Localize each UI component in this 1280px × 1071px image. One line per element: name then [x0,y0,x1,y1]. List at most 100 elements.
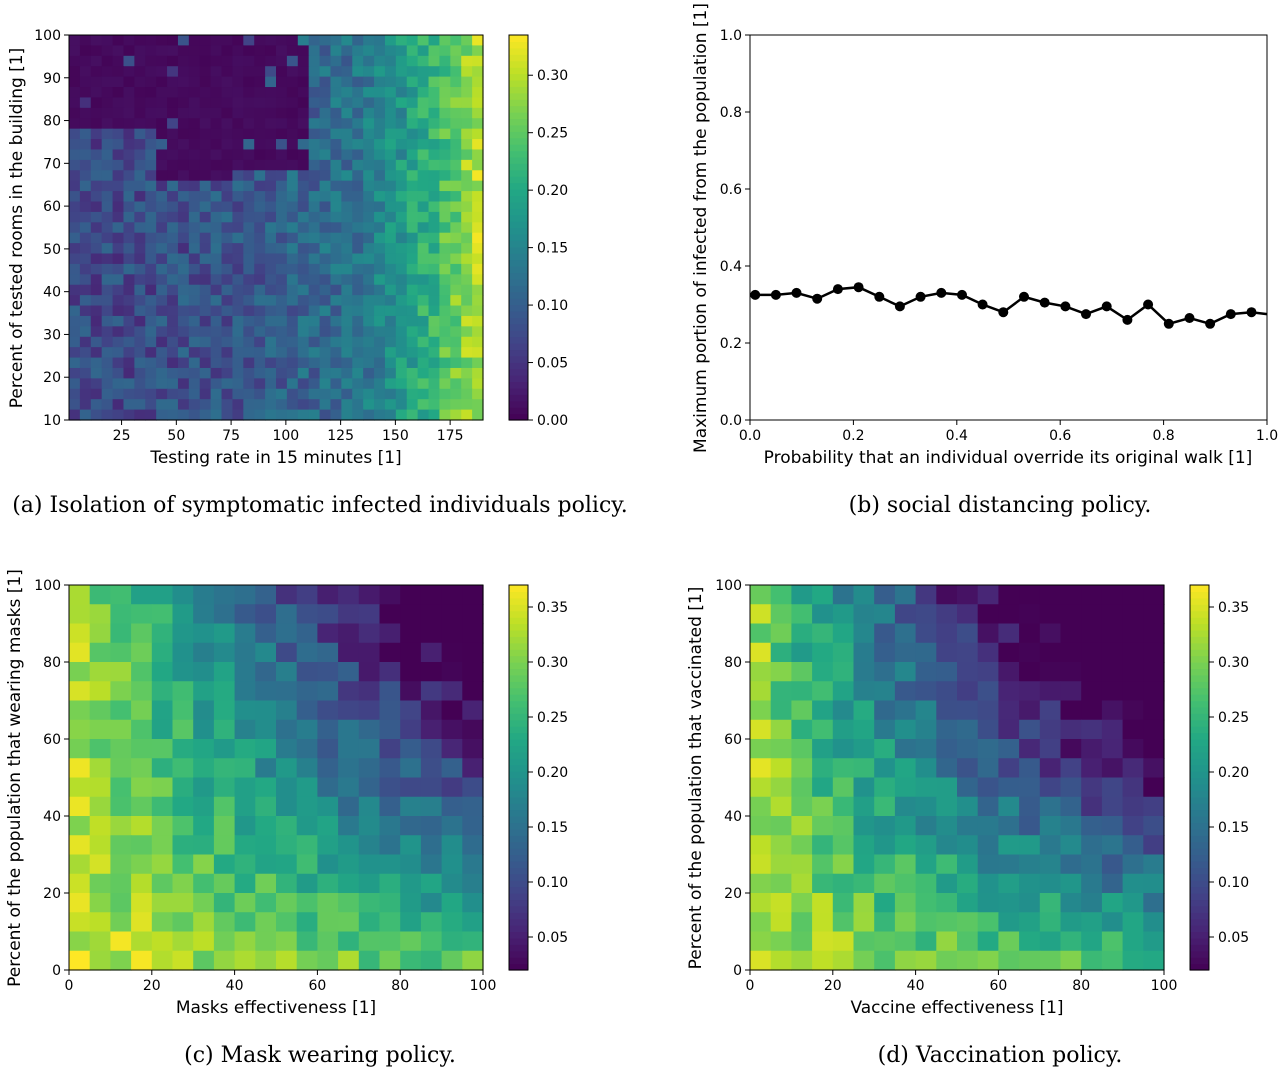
heatmap-cell [265,274,277,286]
heatmap-cell [472,326,484,338]
heatmap-cell [462,700,484,721]
heatmap-cell [770,662,792,682]
heatmap-cell [193,893,215,913]
heatmap-cell [750,681,772,702]
heatmap-cell [406,399,419,411]
heatmap-cell [234,662,256,682]
heatmap-cell [472,159,484,171]
heatmap-cell [750,758,772,779]
heatmap-cell [199,409,212,421]
heatmap-cell [1081,835,1103,856]
heatmap-cell [461,305,473,317]
heatmap-cell [358,893,381,913]
heatmap-cell [1122,604,1144,625]
heatmap-cell [90,170,103,182]
heatmap-cell [750,739,772,759]
heatmap-cell [363,35,375,47]
x-tick-label: 0 [65,978,74,994]
heatmap-cell [101,367,114,379]
heatmap-cell [276,796,298,817]
heatmap-cell [1101,893,1124,913]
heatmap-cell [232,170,244,182]
heatmap-cell [254,45,266,57]
heatmap-cell [936,662,958,682]
heatmap-cell [286,347,299,359]
heatmap-cell [123,336,135,348]
heatmap-cell [352,97,364,109]
heatmap-cell [472,243,484,255]
heatmap-cell [89,835,111,856]
heatmap-cell [319,315,332,327]
heatmap-cell [374,367,386,379]
heatmap-cell [395,201,408,213]
heatmap-cell [210,305,223,317]
heatmap-cell [193,585,215,605]
heatmap-cell [276,873,298,894]
heatmap-cell [254,118,266,130]
heatmap-cell [210,284,223,296]
data-point [750,289,761,300]
heatmap-cell [374,284,386,296]
heatmap-cell [812,623,834,644]
heatmap-cell [363,326,375,338]
data-point [1122,314,1133,325]
heatmap-cell [188,274,201,286]
heatmap-cell [210,243,223,255]
heatmap-cell [254,222,266,234]
heatmap-cell [199,97,212,109]
heatmap-cell [853,950,875,971]
heatmap-cell [998,700,1020,721]
heatmap-cell [461,128,473,140]
heatmap-cell [167,97,179,109]
heatmap-cell [406,128,419,140]
heatmap-cell [89,662,111,682]
heatmap-cell [254,35,266,47]
heatmap-cell [1060,662,1082,682]
colorbar-segment [1190,681,1209,689]
heatmap-cell [461,284,473,296]
colorbar-segment [509,137,528,145]
heatmap-cell [101,347,114,359]
heatmap-cell [450,149,462,161]
heatmap-cell [193,623,215,644]
heatmap-cell [276,45,288,57]
colorbar-segment [509,764,528,772]
heatmap-cell [1081,719,1103,740]
heatmap-cell [90,211,103,223]
colorbar-segment [509,278,528,286]
heatmap-cell [450,326,462,338]
heatmap-cell [441,873,463,894]
heatmap-cell [308,180,321,192]
heatmap-cell [1039,700,1062,721]
colorbar-segment [509,156,528,164]
heatmap-cell [1101,719,1124,740]
heatmap-cell [232,295,244,307]
heatmap-cell [134,97,146,109]
heatmap-cell [69,232,81,244]
heatmap-cell [131,835,153,856]
heatmap-cell [254,87,266,99]
heatmap-cell [151,816,174,836]
heatmap-cell [406,170,419,182]
heatmap-cell [384,263,397,275]
heatmap-cell [131,950,153,971]
x-axis-label: Testing rate in 15 minutes [1] [149,448,401,468]
heatmap-cell [112,326,125,338]
heatmap-cell [188,139,201,151]
heatmap-cell [1060,835,1082,856]
heatmap-cell [936,835,958,856]
heatmap-cell [286,243,299,255]
heatmap-cell [428,336,441,348]
heatmap-cell [308,139,321,151]
colorbar-segment [509,636,528,644]
heatmap-cell [199,222,212,234]
heatmap-cell [472,191,484,203]
data-point [1039,297,1050,308]
heatmap-cell [395,45,408,57]
heatmap-cell [156,76,168,88]
heatmap-cell [265,388,277,400]
colorbar-segment [509,343,528,351]
heatmap-cell [151,873,174,894]
colorbar-segment [509,809,528,817]
heatmap-cell [1081,758,1103,779]
